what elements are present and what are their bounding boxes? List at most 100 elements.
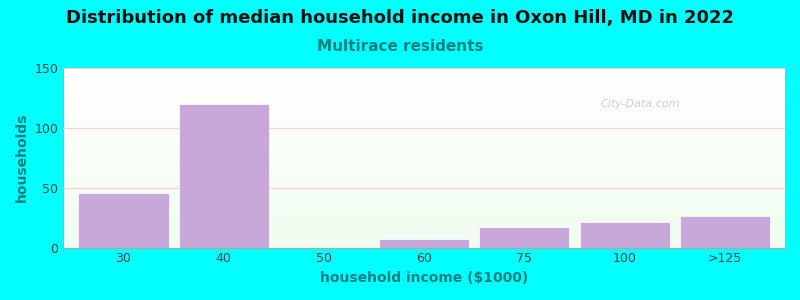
Bar [63,116,785,118]
Bar [63,120,785,122]
Bar [63,95,785,97]
Bar [63,170,785,172]
Bar [63,194,785,196]
Bar [63,190,785,192]
Bar [63,106,785,107]
Bar [63,219,785,220]
Bar [63,203,785,205]
Bar [63,152,785,154]
Bar [63,75,785,77]
Bar [63,90,785,91]
Bar [63,237,785,239]
Bar [63,172,785,174]
Bar [63,220,785,222]
Bar [63,113,785,115]
Bar [63,174,785,176]
Bar [63,134,785,136]
Bar [63,196,785,197]
Bar [63,82,785,84]
Bar [63,68,785,70]
Bar [63,181,785,183]
Bar [63,129,785,131]
Bar [63,145,785,147]
Bar [63,77,785,79]
Bar [63,222,785,224]
Text: Multirace residents: Multirace residents [317,39,483,54]
Bar [63,160,785,161]
Bar [63,208,785,210]
Bar [63,244,785,246]
Bar [178,104,269,248]
Bar [63,192,785,194]
Bar [63,163,785,165]
Bar [63,246,785,248]
Bar [63,109,785,111]
Bar [63,86,785,88]
Bar [63,215,785,217]
Bar [63,167,785,169]
Bar [63,217,785,219]
Bar [63,188,785,190]
Bar [63,98,785,100]
Bar [63,224,785,226]
Text: Distribution of median household income in Oxon Hill, MD in 2022: Distribution of median household income … [66,9,734,27]
Bar [63,206,785,208]
Bar [63,235,785,237]
Bar [63,214,785,215]
Bar [63,230,785,231]
Bar [63,133,785,134]
Bar [63,197,785,199]
Bar [63,79,785,81]
Bar [63,240,785,242]
Bar [63,100,785,102]
Bar [63,201,785,203]
Bar [63,185,785,187]
Bar [63,228,785,230]
Bar [63,156,785,158]
Bar [63,131,785,133]
Bar [63,165,785,167]
Bar [63,84,785,86]
Bar [63,72,785,74]
Bar [63,122,785,124]
Bar [63,161,785,163]
Bar [63,176,785,178]
Bar [63,111,785,113]
Bar [63,158,785,160]
Bar [63,179,785,181]
Bar [63,125,785,127]
Bar [63,205,785,206]
Bar [63,104,785,106]
Bar [63,187,785,188]
Bar [63,140,785,142]
Bar [63,91,785,93]
Bar [63,136,785,138]
Bar [63,70,785,72]
Bar [680,217,770,248]
Bar [63,88,785,89]
Bar [63,142,785,143]
Bar [63,238,785,240]
Bar [63,149,785,151]
Bar [63,143,785,145]
Bar [63,210,785,212]
Bar [63,183,785,185]
Bar [63,242,785,244]
Bar [63,118,785,120]
Bar [78,193,169,247]
Bar [63,147,785,149]
Bar [63,226,785,228]
Bar [63,97,785,98]
Bar [63,231,785,233]
Bar [63,212,785,214]
Bar [63,199,785,201]
Bar [63,154,785,156]
Bar [63,127,785,129]
Bar [63,107,785,109]
Bar [63,138,785,140]
X-axis label: household income ($1000): household income ($1000) [320,271,528,285]
Bar [63,81,785,82]
Bar [63,233,785,235]
Y-axis label: households: households [15,113,29,202]
Bar [63,124,785,125]
